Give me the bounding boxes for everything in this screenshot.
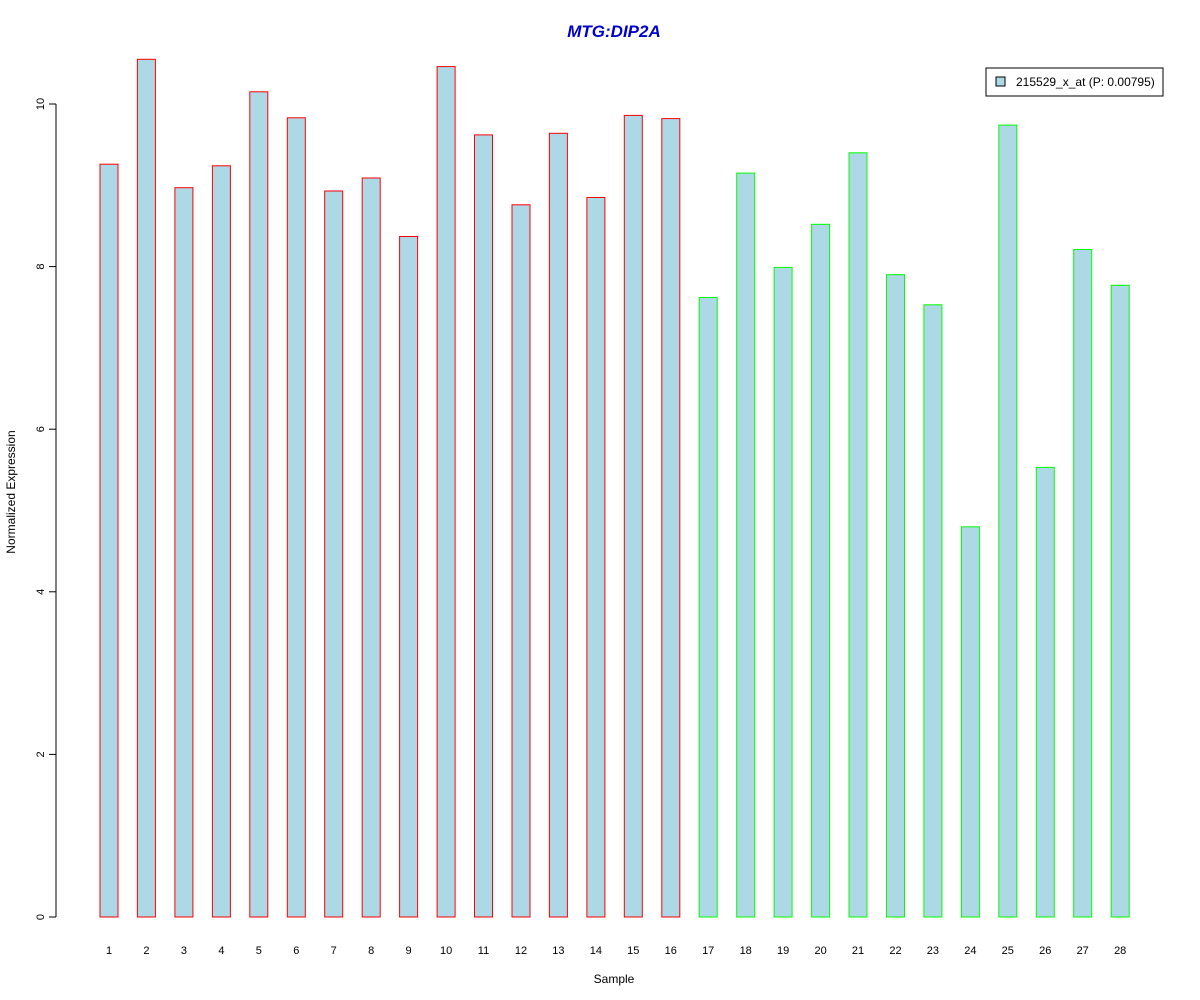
y-tick-label: 6: [35, 426, 47, 432]
x-tick-label: 13: [552, 945, 564, 957]
x-tick-label: 2: [143, 945, 149, 957]
x-tick-label: 8: [368, 945, 374, 957]
x-tick-label: 27: [1077, 945, 1089, 957]
x-tick-label: 12: [515, 945, 527, 957]
x-tick-label: 15: [627, 945, 639, 957]
x-tick-label: 1: [106, 945, 112, 957]
bar-sample-20: [811, 223, 831, 918]
x-tick-label: 23: [927, 945, 939, 957]
x-tick-label: 19: [777, 945, 789, 957]
x-tick-label: 14: [590, 945, 602, 957]
bar-sample-25: [998, 124, 1018, 918]
x-tick-label: 11: [478, 945, 489, 957]
y-tick-label: 4: [35, 589, 47, 595]
legend-swatch: [995, 76, 1006, 87]
x-tick-label: 16: [665, 945, 677, 957]
bar-sample-6: [286, 117, 306, 918]
x-tick-label: 3: [181, 945, 187, 957]
bar-sample-10: [436, 66, 456, 918]
bar-sample-4: [211, 165, 231, 918]
x-tick-label: 21: [852, 945, 864, 957]
x-tick-label: 24: [964, 945, 976, 957]
x-tick-label: 20: [814, 945, 826, 957]
bar-sample-22: [886, 274, 905, 918]
x-tick-label: 5: [256, 945, 262, 957]
bar-sample-8: [361, 177, 381, 918]
x-tick-label: 28: [1114, 945, 1126, 957]
bar-sample-23: [923, 304, 943, 918]
y-axis: 0 2 4 6 8 10: [35, 98, 57, 920]
x-tick-label: 9: [406, 945, 412, 957]
bar-sample-21: [848, 152, 868, 918]
bar-sample-9: [399, 236, 419, 918]
x-tick-label: 22: [889, 945, 901, 957]
x-tick-label: 26: [1039, 945, 1051, 957]
bar-sample-17: [698, 297, 718, 918]
bar-sample-13: [548, 132, 568, 918]
bar-sample-26: [1035, 466, 1055, 918]
legend-label: 215529_x_at (P: 0.00795): [1016, 75, 1155, 89]
bar-sample-18: [736, 172, 756, 918]
y-tick-label: 0: [35, 914, 47, 920]
x-tick-labels: 1 2 3 4 5 6 7 8 9 10 11 12 13 14 15 16 17 18 19 20 21 22 23 24 2…: [106, 945, 1126, 957]
x-tick-label: 10: [440, 945, 452, 957]
bar-sample-12: [511, 204, 531, 918]
y-tick-label: 8: [35, 264, 47, 270]
bar-sample-2: [136, 58, 156, 918]
x-axis-label: Sample: [594, 972, 635, 986]
bar-sample-24: [960, 526, 980, 918]
chart-title: MTG:DIP2A: [567, 22, 661, 41]
bar-sample-5: [249, 91, 269, 918]
x-tick-label: 4: [218, 945, 224, 957]
bar-sample-1: [99, 163, 119, 918]
bar-sample-15: [623, 114, 643, 918]
x-tick-label: 18: [740, 945, 752, 957]
y-tick-label: 2: [35, 751, 47, 757]
bar-sample-19: [773, 266, 793, 918]
y-tick-label: 10: [35, 98, 47, 110]
x-tick-label: 25: [1002, 945, 1014, 957]
legend-box: [985, 67, 1164, 97]
bar-sample-14: [586, 197, 606, 918]
bar-sample-16: [661, 118, 681, 918]
bars-group: [99, 58, 1130, 918]
bar-sample-11: [474, 134, 493, 918]
bar-sample-27: [1073, 249, 1093, 918]
x-tick-label: 7: [331, 945, 337, 957]
x-tick-label: 6: [293, 945, 299, 957]
legend: 215529_x_at (P: 0.00795): [985, 67, 1164, 97]
y-axis-label: Normalized Expression: [4, 430, 18, 553]
bar-sample-3: [174, 187, 194, 918]
bar-sample-28: [1110, 284, 1130, 918]
x-tick-label: 17: [702, 945, 714, 957]
bar-sample-7: [324, 190, 344, 918]
